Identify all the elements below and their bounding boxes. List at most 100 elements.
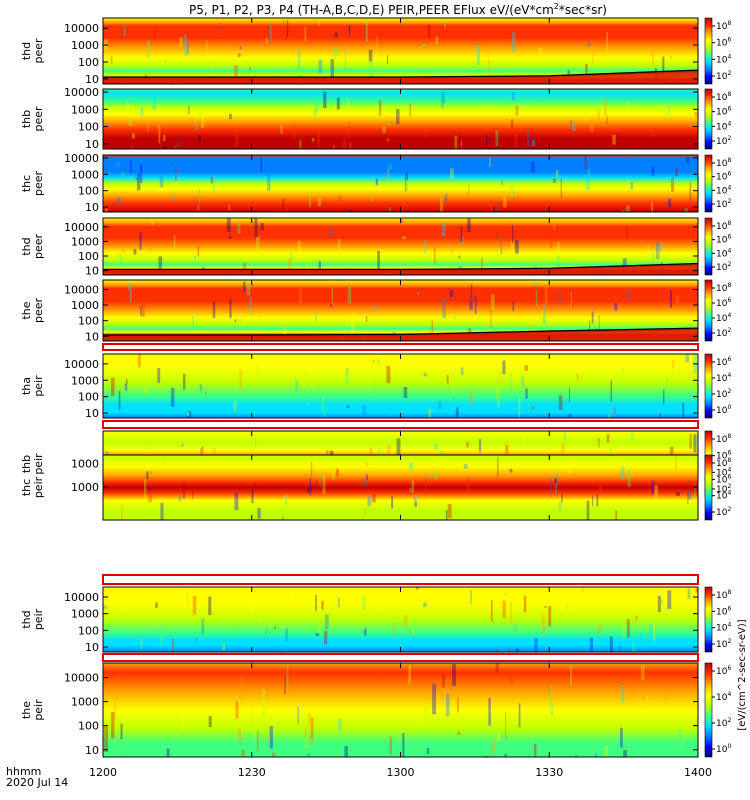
colorbar-tick-label: 108 xyxy=(716,433,731,445)
colorbar-tick-label: 106 xyxy=(716,234,731,246)
y-tick-label: 100 xyxy=(78,624,99,637)
spectrogram-image xyxy=(103,455,698,520)
colorbar-unit-label: [eV/(cm^2-sec-sr-eV)] xyxy=(737,619,748,730)
y-axis-label: thbpeer xyxy=(20,106,45,132)
colorbar-tick-label: 104 xyxy=(716,622,731,634)
y-tick-label: 10000 xyxy=(64,22,99,35)
y-tick-label: 10 xyxy=(85,201,99,214)
spectrogram-image xyxy=(103,18,698,84)
y-axis-label: thdpeer xyxy=(20,38,45,64)
colorbar-tick-label: 106 xyxy=(716,106,731,118)
y-axis-label: thcpeer xyxy=(20,171,45,197)
y-tick-label: 10000 xyxy=(64,221,99,234)
spectrogram-image xyxy=(103,663,698,757)
colorbar: 106 104 102 100 xyxy=(704,353,731,419)
y-tick-label: 1000 xyxy=(71,299,99,312)
colorbar-tick-label: 104 xyxy=(716,372,731,384)
y-tick-label: 10000 xyxy=(64,591,99,604)
y-tick-label: 10 xyxy=(85,138,99,151)
y-tick-label: 1000 xyxy=(71,608,99,621)
colorbar-tick-label: 108 xyxy=(716,157,731,169)
y-axis-label: thcpeir xyxy=(20,476,45,498)
spectrogram-panel-5: 10000 1000 100 10 thepeer 108 106 104 102 xyxy=(20,279,731,343)
colorbar: 108 106 104 102 xyxy=(704,279,731,342)
y-tick-label: 10000 xyxy=(64,671,99,684)
colorbar-scale xyxy=(704,154,713,213)
spectrogram-image xyxy=(103,587,698,652)
y-tick-label: 10 xyxy=(85,265,99,278)
colorbar-tick-label: 106 xyxy=(716,665,731,677)
panel-separator xyxy=(102,343,699,351)
spectrogram-image xyxy=(103,89,698,149)
spectrogram-texture xyxy=(104,663,683,757)
y-tick-label: 10 xyxy=(85,641,99,654)
colorbar-tick-label: 106 xyxy=(716,473,731,485)
y-axis-label: thdpeer xyxy=(20,234,45,260)
colorbar-tick-label: 102 xyxy=(716,327,731,339)
spectrogram-image xyxy=(103,354,698,418)
colorbar-tick-label: 106 xyxy=(716,297,731,309)
colorbar-scale xyxy=(704,586,713,653)
y-tick-label: 1000 xyxy=(71,103,99,116)
colorbar-tick-label: 102 xyxy=(716,483,731,495)
colorbar-tick-label: 104 xyxy=(716,247,731,259)
y-axis-label: thepeir xyxy=(20,699,45,721)
y-tick-label: 10 xyxy=(85,407,99,420)
spectrogram-panel-1: 10000 1000 100 10 thdpeer 108 106 104 102 xyxy=(20,17,731,86)
colorbar-tick-label: 106 xyxy=(716,356,731,368)
x-tick-label: 1200 xyxy=(89,766,117,779)
colorbar-tick-label: 102 xyxy=(716,70,731,82)
time-axis: hhmm 2020 Jul 14 1200 1230 1300 1330 1400 xyxy=(6,765,712,789)
colorbar-tick-label: 108 xyxy=(716,282,731,294)
spectrogram-panel-9: 10000 1000 100 10 thdpeir 108 106 104 102 xyxy=(20,586,731,654)
spectrogram-panel-10: 10000 1000 100 10 thepeir 106 104 102 100 xyxy=(20,662,731,758)
colorbar-tick-label: 104 xyxy=(716,184,731,196)
colorbar: 106 104 102 100 xyxy=(704,662,731,758)
colorbar-tick-label: 100 xyxy=(716,743,731,755)
y-tick-label: 10000 xyxy=(64,358,99,371)
colorbar-scale xyxy=(704,662,713,758)
colorbar-tick-label: 106 xyxy=(716,171,731,183)
colorbar-tick-label: 104 xyxy=(716,312,731,324)
colorbar-tick-label: 108 xyxy=(716,91,731,103)
colorbar-tick-label: 104 xyxy=(716,490,731,502)
colorbar-scale xyxy=(704,279,713,342)
y-tick-label: 100 xyxy=(78,56,99,69)
y-tick-label: 1000 xyxy=(71,696,99,709)
spectrogram-texture xyxy=(126,91,698,149)
y-tick-label: 1000 xyxy=(71,457,99,470)
spectrogram-panel-2: 10000 1000 100 10 thbpeer 108 106 104 102 xyxy=(20,86,731,151)
panel-separator xyxy=(102,420,699,429)
spectrogram-texture xyxy=(105,155,692,212)
spectrogram-texture xyxy=(103,587,699,652)
spectrogram-texture xyxy=(120,455,696,520)
y-tick-label: 100 xyxy=(78,720,99,733)
y-tick-label: 1000 xyxy=(71,39,99,52)
y-tick-label: 100 xyxy=(78,121,99,134)
date-label: 2020 Jul 14 xyxy=(6,776,68,789)
y-tick-label: 1000 xyxy=(71,481,99,494)
colorbar-tick-label: 102 xyxy=(716,198,731,210)
y-tick-label: 10 xyxy=(85,73,99,86)
colorbar-tick-label: 102 xyxy=(716,261,731,273)
y-tick-label: 10000 xyxy=(64,152,99,165)
colorbar-tick-label: 102 xyxy=(716,135,731,147)
y-tick-label: 10000 xyxy=(64,283,99,296)
spectrogram-texture xyxy=(107,218,663,275)
y-tick-label: 1000 xyxy=(71,235,99,248)
colorbar-tick-label: 106 xyxy=(716,605,731,617)
spectrogram-panel-6: 10000 1000 100 10 thapeir 106 104 102 100 xyxy=(20,353,731,420)
colorbar-tick-label: 100 xyxy=(716,404,731,416)
y-axis-label: thapeir xyxy=(20,375,45,397)
y-tick-label: 100 xyxy=(78,315,99,328)
colorbar-scale xyxy=(704,454,713,521)
y-axis-label: thbpeir xyxy=(20,453,45,475)
